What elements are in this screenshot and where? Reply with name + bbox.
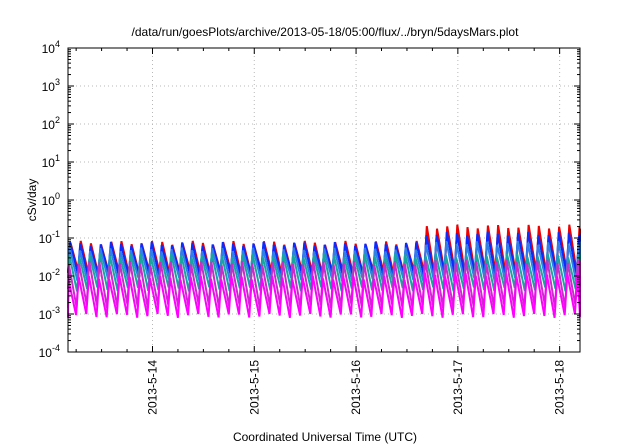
y-tick-label: 100 — [42, 191, 60, 208]
y-axis-label: cSv/day — [25, 179, 39, 222]
y-tick-label: 10-1 — [39, 229, 60, 246]
x-tick-label: 2013-5-18 — [553, 360, 567, 415]
x-tick-label: 2013-5-16 — [349, 360, 363, 415]
y-tick-label: 10-3 — [39, 305, 60, 322]
x-tick-label: 2013-5-15 — [247, 360, 261, 415]
y-tick-label: 10-4 — [39, 343, 60, 360]
x-axis: 2013-5-14 2013-5-15 2013-5-16 2013-5-17 2013… — [75, 48, 567, 415]
grid — [68, 48, 580, 352]
x-tick-label: 2013-5-14 — [145, 360, 159, 415]
data-series-line — [67, 272, 581, 318]
x-tick-label: 2013-5-17 — [451, 360, 465, 415]
chart-title: /data/run/goesPlots/archive/2013-05-18/0… — [132, 25, 520, 39]
y-tick-label: 101 — [42, 153, 60, 170]
x-axis-label: Coordinated Universal Time (UTC) — [233, 430, 417, 444]
y-tick-label: 103 — [42, 77, 60, 94]
y-tick-label: 104 — [42, 39, 60, 56]
y-axis: 104 103 102 101 100 10-1 10-2 10-3 10-4 — [39, 39, 580, 360]
y-tick-label: 102 — [42, 115, 60, 132]
series-group — [67, 224, 581, 318]
y-tick-label: 10-2 — [39, 267, 60, 284]
